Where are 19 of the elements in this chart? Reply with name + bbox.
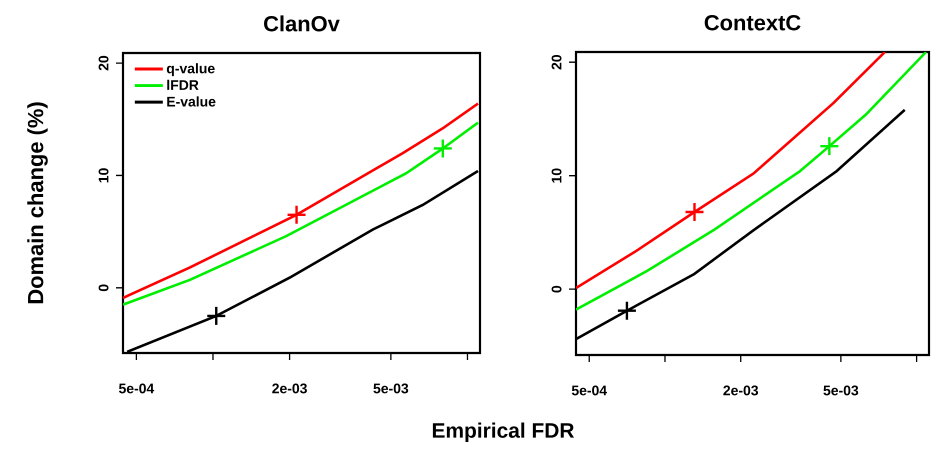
chart-title: ClanOv [264,15,340,32]
y-tick-label: 10 [552,168,562,183]
x-tick-label: 2e-03 [272,383,307,394]
legend-label: q-value [166,63,215,76]
y-tick-label: 0 [98,284,108,292]
x-tick-label: 5e-04 [572,385,607,396]
legend-label: E-value [167,96,216,107]
x-tick-label: 5e-03 [823,385,858,396]
x-tick-label: 5e-04 [118,383,154,394]
x-axis-title: Empirical FDR [432,422,574,442]
x-tick-label: 2e-03 [723,385,758,396]
legend-label: lFDR [167,80,199,90]
y-axis-title: Domain change (%) [27,102,48,304]
y-tick-label: 20 [552,55,562,70]
x-tick-label: 5e-03 [373,383,408,394]
chart-title: ContextC [704,14,801,30]
y-tick-label: 10 [98,168,108,182]
y-tick-label: 20 [98,56,108,70]
y-tick-label: 0 [552,286,562,292]
